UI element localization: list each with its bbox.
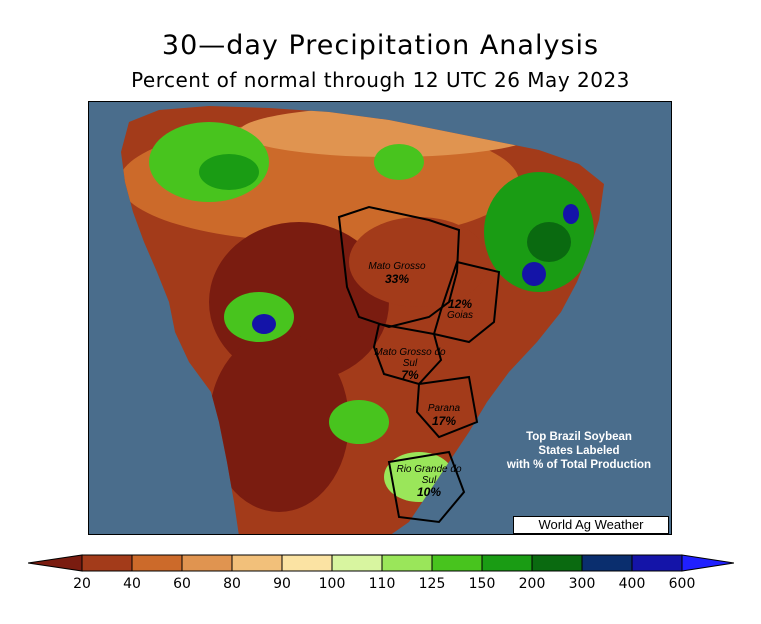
legend-tick-label: 600 — [668, 576, 696, 592]
state-borders — [337, 205, 501, 524]
legend-tick-label: 400 — [618, 576, 646, 592]
legend-tick-label: 125 — [418, 576, 446, 592]
goias-border — [432, 260, 501, 344]
legend-tick-label: 90 — [273, 576, 291, 592]
legend-swatch — [281, 554, 333, 572]
state-percent: 10% — [416, 485, 442, 499]
legend-swatch — [581, 554, 633, 572]
legend-swatch — [131, 554, 183, 572]
precip-zone-west-blue — [252, 314, 276, 334]
state-percent: 17% — [431, 413, 457, 428]
map-graphic — [89, 102, 671, 534]
note-line: Top Brazil Soybean — [526, 431, 632, 443]
state-label-rio-grande-do-sul: Rio Grande do Sul 10% — [392, 464, 466, 499]
precip-zone-northwest-darkgreen — [199, 154, 259, 190]
legend-tick-label: 40 — [123, 576, 141, 592]
legend-tick-label: 300 — [568, 576, 596, 592]
legend-swatch — [431, 554, 483, 572]
credit-label: World Ag Weather — [513, 516, 669, 534]
state-label-mato-grosso: Mato Grosso 33% — [357, 261, 437, 286]
legend-swatch — [631, 554, 683, 572]
legend-swatch — [531, 554, 583, 572]
legend-swatch — [381, 554, 433, 572]
precip-zone-south-dry — [209, 332, 349, 512]
mato-grosso-border — [337, 205, 461, 329]
map-title: 30—day Precipitation Analysis — [161, 30, 600, 61]
state-label-goias: 12% Goias — [432, 298, 488, 321]
state-percent: 7% — [401, 368, 419, 382]
legend-swatch — [231, 554, 283, 572]
legend-colorbar — [28, 554, 734, 572]
note-line: with % of Total Production — [506, 459, 652, 471]
precip-zone-northeast-blue-2 — [563, 204, 579, 224]
state-name: Goias — [446, 309, 474, 321]
legend-tick-label: 100 — [318, 576, 346, 592]
precip-zone-south-green — [329, 400, 389, 444]
state-name: Rio Grande do Sul — [396, 464, 462, 486]
legend-tick-label: 110 — [368, 576, 396, 592]
legend-tick-label: 60 — [173, 576, 191, 592]
state-label-mato-grosso-do-sul: Mato Grosso do Sul 7% — [373, 347, 447, 382]
map-subtitle: Percent of normal through 12 UTC 26 May … — [131, 68, 630, 92]
precip-zone-northeast-blue — [522, 262, 546, 286]
state-percent: 33% — [384, 271, 410, 286]
legend-arrow-left — [28, 554, 83, 572]
legend-swatch — [481, 554, 533, 572]
legend-tick-label: 20 — [73, 576, 91, 592]
precipitation-map: Mato Grosso 33% 12% Goias Mato Grosso do… — [88, 101, 672, 535]
legend-tick-label: 80 — [223, 576, 241, 592]
precip-zone-amazon-green — [374, 144, 424, 180]
state-name: Mato Grosso do Sul — [374, 347, 446, 369]
legend-swatch — [181, 554, 233, 572]
legend-swatch — [331, 554, 383, 572]
legend-swatch — [81, 554, 133, 572]
state-name: Parana — [427, 403, 461, 414]
precip-zone-northeast-darkgreen — [527, 222, 571, 262]
state-percent: 12% — [447, 297, 473, 311]
legend-tick-label: 150 — [468, 576, 496, 592]
note-line: States Labeled — [538, 445, 620, 457]
rio-grande-do-sul-border — [387, 450, 466, 524]
legend-arrow-right — [681, 554, 734, 572]
state-name: Mato Grosso — [368, 261, 426, 272]
legend-tick-label: 200 — [518, 576, 546, 592]
soybean-note: Top Brazil Soybean States Labeled with %… — [490, 430, 668, 472]
parana-border — [415, 375, 479, 439]
state-label-parana: Parana 17% — [413, 403, 475, 428]
